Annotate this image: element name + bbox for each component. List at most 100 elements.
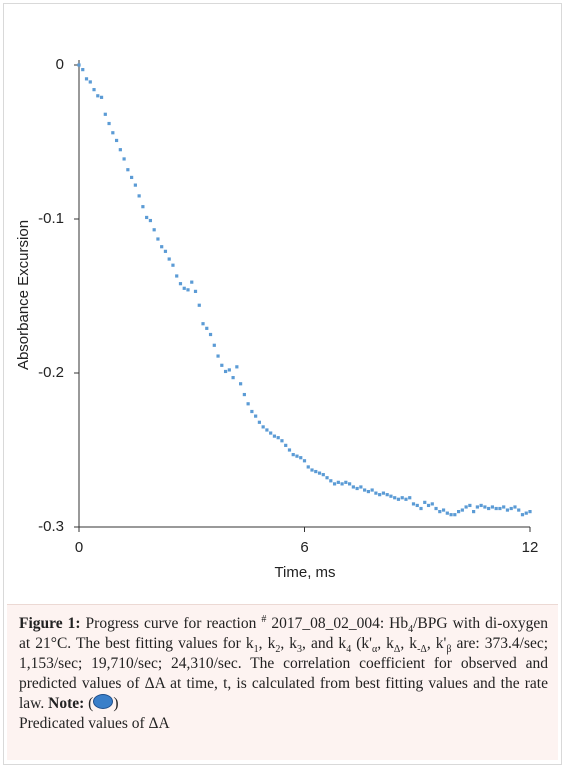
data-point [487, 506, 491, 511]
data-point [400, 496, 404, 500]
caption-text: , k [400, 635, 418, 652]
data-point [287, 448, 292, 452]
chart: Absorbance Excursion Time, ms 0 -0.1 -0.2 -… [15, 56, 539, 581]
data-point [276, 436, 280, 440]
data-point [453, 513, 457, 517]
data-point [265, 428, 269, 432]
caption-text: , k [258, 635, 276, 652]
data-point [502, 505, 506, 509]
data-point [250, 409, 254, 414]
data-point [223, 369, 228, 374]
data-point [205, 326, 209, 330]
caption-text: , and k [302, 635, 347, 652]
data-point [81, 68, 85, 72]
caption-text: 4 [346, 644, 352, 656]
data-point [325, 476, 329, 480]
x-tick-label: 6 [300, 539, 308, 556]
data-point [336, 480, 340, 484]
data-point [137, 194, 141, 198]
caption-text: Figure 1: [19, 615, 81, 632]
data-point [479, 503, 483, 508]
data-point [254, 414, 258, 418]
data-point [472, 510, 476, 514]
data-point [167, 257, 171, 261]
data-point [299, 456, 303, 460]
data-point [122, 157, 126, 161]
data-point [415, 503, 419, 508]
data-point [193, 289, 198, 293]
caption-text: , k [377, 635, 394, 652]
data-point [118, 148, 122, 152]
data-point [272, 434, 277, 438]
data-point [216, 354, 220, 358]
data-point [363, 488, 367, 492]
data-point [426, 503, 431, 508]
caption-text: 2017_08_02_004: Hb [266, 615, 409, 632]
caption-text: /BPG with di-oxygen at 21°C. The best fi… [19, 615, 548, 652]
data-point [171, 263, 175, 267]
x-tick-label: 0 [75, 539, 83, 556]
data-point [509, 506, 513, 511]
frame [3, 3, 562, 765]
data-point [317, 471, 322, 475]
data-point [208, 332, 213, 337]
data-point [152, 228, 156, 232]
data-point [528, 510, 532, 514]
data-point [163, 249, 168, 253]
data-point [133, 183, 137, 187]
data-point [280, 439, 284, 443]
data-point [306, 465, 310, 469]
caption-text: 2 [275, 644, 281, 656]
data-point [141, 205, 145, 209]
data-point [517, 508, 521, 512]
caption-text: , k [280, 635, 298, 652]
data-point [524, 511, 528, 515]
x-axis-label: Time, ms [274, 564, 335, 581]
caption-text: ) [113, 695, 119, 712]
data-point [160, 245, 164, 249]
data-point [370, 488, 374, 492]
data-point [389, 494, 393, 498]
data-point [182, 286, 186, 290]
caption-text: Predicated values of ΔA [19, 715, 170, 732]
data-point [445, 511, 449, 515]
data-point [145, 215, 149, 220]
data-point [197, 303, 201, 307]
data-point [235, 365, 239, 369]
data-point [378, 493, 382, 497]
figure-caption: Figure 1: Progress curve for reaction # … [7, 604, 558, 760]
y-axis-label: Absorbance Excursion [15, 220, 32, 370]
data-point [381, 491, 386, 495]
data-point [148, 218, 153, 223]
x-tick-label: 12 [522, 539, 539, 556]
data-point [314, 469, 318, 474]
data-point [505, 508, 510, 512]
caption-text: Note: [48, 695, 85, 712]
caption-text: 1 [253, 644, 259, 656]
data-point [468, 503, 472, 508]
data-point [284, 443, 288, 447]
data-point [430, 502, 434, 506]
data-point [88, 80, 92, 84]
data-point [374, 491, 378, 495]
data-point [220, 363, 224, 367]
data-point [351, 485, 355, 489]
caption-text: α [371, 644, 378, 656]
data-point [438, 510, 442, 514]
data-point [385, 493, 389, 497]
caption-text: , k' [426, 635, 447, 652]
data-point [456, 510, 461, 514]
caption-text: -Δ [417, 644, 427, 656]
y-tick-label: -0.2 [38, 364, 64, 381]
data-point [494, 506, 498, 511]
data-point [310, 468, 314, 472]
data-point [257, 420, 261, 424]
data-point [321, 473, 325, 477]
data-point [513, 505, 517, 509]
data-point [411, 502, 416, 506]
data-point [201, 322, 205, 326]
caption-text: 4 [408, 624, 414, 636]
data-point [302, 459, 307, 463]
legend-icon [93, 694, 114, 709]
data-point [96, 94, 100, 98]
